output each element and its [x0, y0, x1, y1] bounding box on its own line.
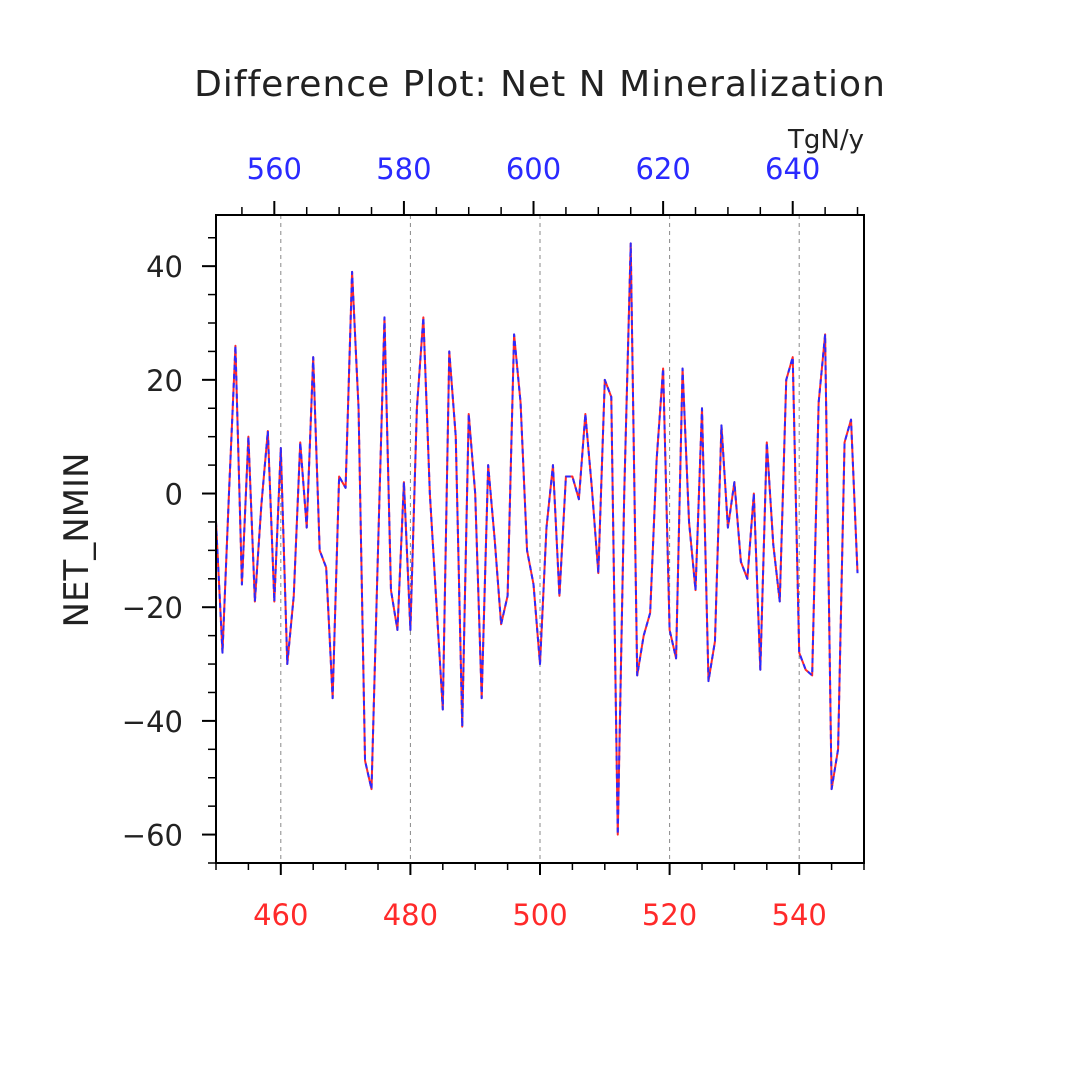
- x-bottom-tick-label: 460: [253, 898, 308, 932]
- x-top-tick-label: 620: [635, 152, 690, 186]
- y-axis-label: NET_NMIN: [57, 453, 97, 628]
- y-tick-label: 20: [146, 364, 183, 398]
- x-top-tick-label: 640: [765, 152, 820, 186]
- axes: 460 480 500 520 540 560 580 600 620 640 40 20 0 −20 −4…: [122, 152, 865, 932]
- x-top-tick-label: 560: [247, 152, 302, 186]
- units-label: TgN/y: [787, 125, 864, 155]
- x-bottom-tick-label: 540: [772, 898, 827, 932]
- x-top-tick-label: 580: [376, 152, 431, 186]
- series-line-red: [215, 242, 859, 836]
- y-tick-label: 0: [165, 478, 183, 512]
- x-top-tick-label: 600: [506, 152, 561, 186]
- x-bottom-tick-label: 500: [512, 898, 567, 932]
- chart-title: Difference Plot: Net N Mineralization: [194, 64, 886, 105]
- data-series: [215, 242, 859, 836]
- x-bottom-tick-label: 480: [383, 898, 438, 932]
- y-tick-label: −20: [122, 591, 183, 625]
- y-tick-label: −40: [122, 705, 183, 739]
- y-tick-label: 40: [146, 250, 183, 284]
- y-tick-label: −60: [122, 819, 183, 853]
- x-bottom-tick-label: 520: [642, 898, 697, 932]
- series-line-blue: [215, 242, 859, 836]
- gridlines: [280, 215, 800, 863]
